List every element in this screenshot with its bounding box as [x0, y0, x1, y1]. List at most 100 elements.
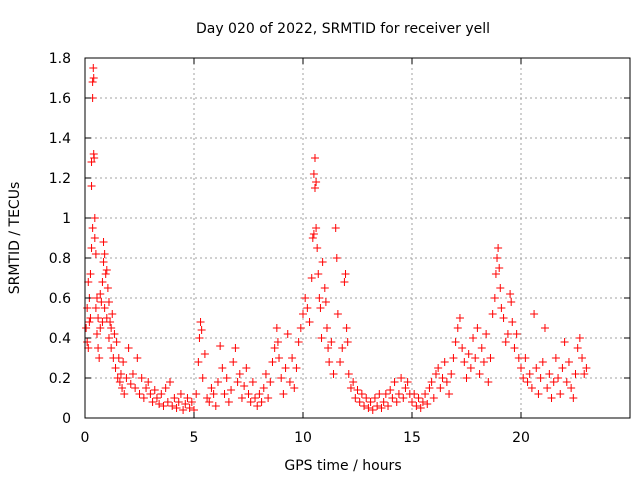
data-point: [116, 370, 125, 378]
data-point: [336, 358, 345, 366]
data-point: [503, 330, 512, 338]
data-point: [403, 378, 412, 386]
data-point: [447, 370, 456, 378]
data-point: [494, 244, 503, 252]
data-point: [549, 378, 558, 386]
data-point: [309, 170, 318, 178]
data-point: [244, 390, 253, 398]
data-point: [388, 394, 397, 402]
data-point: [299, 310, 307, 318]
data-point: [207, 384, 216, 392]
data-point: [255, 390, 264, 398]
data-point: [91, 250, 100, 258]
data-point: [436, 384, 445, 392]
data-point: [567, 384, 576, 392]
data-point: [248, 378, 257, 386]
data-point: [139, 394, 148, 402]
data-point: [107, 344, 116, 352]
data-point: [185, 404, 194, 412]
data-point: [397, 374, 406, 382]
data-point: [484, 378, 493, 386]
data-point: [418, 398, 427, 406]
y-tick-label: 1.8: [49, 51, 71, 67]
data-point: [87, 182, 96, 190]
data-point: [275, 354, 284, 362]
data-point: [224, 398, 233, 406]
x-tick-label: 10: [294, 430, 312, 446]
data-point: [161, 384, 170, 392]
data-point: [578, 354, 587, 362]
data-point: [102, 266, 111, 274]
data-point: [556, 390, 565, 398]
data-point: [155, 400, 164, 408]
data-point: [231, 344, 240, 352]
data-point: [327, 338, 336, 346]
data-point: [251, 394, 260, 402]
data-point: [536, 374, 545, 382]
data-point: [257, 398, 266, 406]
data-point: [97, 298, 106, 306]
data-point: [285, 378, 294, 386]
data-point: [491, 270, 500, 278]
y-tick-label: 0.2: [49, 371, 71, 387]
data-point: [277, 374, 286, 382]
data-point: [120, 390, 129, 398]
x-tick-label: 20: [512, 430, 530, 446]
data-point: [235, 370, 244, 378]
data-point: [320, 284, 329, 292]
data-point: [479, 358, 488, 366]
data-point: [135, 390, 144, 398]
data-point: [174, 398, 183, 406]
data-point: [98, 318, 107, 326]
data-point: [370, 394, 379, 402]
data-point: [240, 382, 249, 390]
data-point: [569, 394, 578, 402]
data-point: [88, 78, 97, 86]
data-point: [146, 390, 155, 398]
data-point: [303, 304, 312, 312]
data-point: [416, 404, 425, 412]
data-point: [408, 398, 416, 406]
data-point: [562, 378, 571, 386]
data-point: [506, 290, 515, 298]
data-point: [290, 384, 299, 392]
data-point: [148, 398, 157, 406]
data-point: [259, 384, 268, 392]
data-point: [460, 358, 469, 366]
data-point: [111, 364, 120, 372]
data-point: [341, 270, 350, 278]
data-point: [401, 384, 410, 392]
data-point: [392, 398, 401, 406]
data-point: [329, 370, 338, 378]
data-point: [322, 324, 331, 332]
data-point: [490, 294, 499, 302]
data-point: [181, 400, 190, 408]
data-point: [183, 394, 192, 402]
y-tick-label: 1: [62, 211, 71, 227]
data-point: [343, 338, 352, 346]
data-point: [512, 330, 521, 338]
data-point: [507, 298, 516, 306]
data-point: [195, 334, 204, 342]
data-point: [124, 344, 133, 352]
data-point: [292, 364, 301, 372]
data-point: [582, 364, 591, 372]
data-point: [464, 350, 473, 358]
data-point: [538, 358, 547, 366]
x-tick-label: 5: [190, 430, 199, 446]
data-point: [315, 294, 324, 302]
data-point: [357, 390, 366, 398]
data-point: [86, 314, 95, 322]
data-point: [349, 378, 358, 386]
data-point: [353, 386, 362, 394]
data-point: [573, 344, 582, 352]
y-tick-label: 0.4: [49, 331, 71, 347]
chart-title: Day 020 of 2022, SRMTID for receiver yel…: [196, 21, 490, 37]
plot-frame: [84, 57, 631, 419]
data-point: [85, 318, 94, 326]
data-point: [517, 364, 525, 372]
data-point: [288, 354, 297, 362]
data-point: [86, 270, 95, 278]
data-point: [394, 390, 403, 398]
